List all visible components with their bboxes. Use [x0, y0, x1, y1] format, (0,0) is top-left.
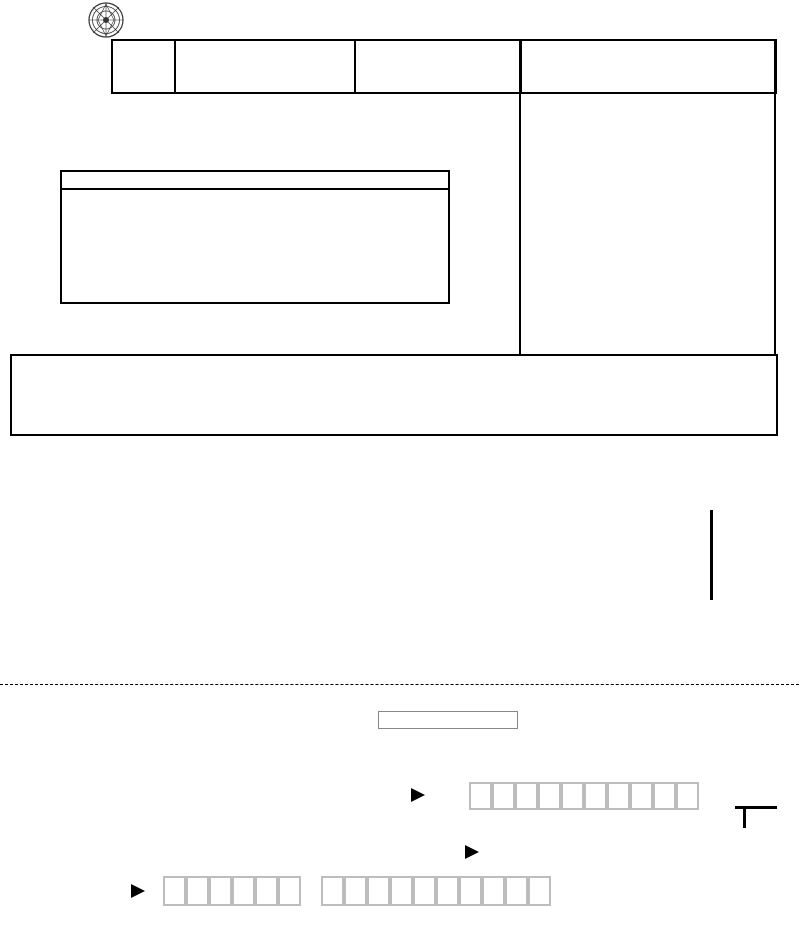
digit-cell[interactable] — [538, 782, 561, 810]
arrow-icon — [411, 788, 425, 802]
digit-cell[interactable] — [515, 782, 538, 810]
digit-cell[interactable] — [459, 876, 482, 906]
address-block-body[interactable] — [62, 190, 448, 302]
digit-cell[interactable] — [163, 876, 186, 906]
digit-cell[interactable] — [505, 876, 528, 906]
address-block — [60, 170, 450, 304]
header-cell-2[interactable] — [176, 41, 356, 92]
vertical-divider — [710, 510, 713, 600]
digit-cell[interactable] — [232, 876, 255, 906]
address-block-header — [62, 172, 448, 190]
digit-cell[interactable] — [630, 782, 653, 810]
digit-cell[interactable] — [676, 782, 699, 810]
digit-cell[interactable] — [482, 876, 505, 906]
digit-cell[interactable] — [186, 876, 209, 906]
digit-cell[interactable] — [413, 876, 436, 906]
digit-cell[interactable] — [321, 876, 344, 906]
stamp-area — [519, 39, 776, 356]
digit-cell[interactable] — [492, 782, 515, 810]
digit-cell[interactable] — [653, 782, 676, 810]
header-cell-1[interactable] — [113, 41, 176, 92]
digit-entry-row[interactable] — [163, 876, 301, 906]
digit-cell[interactable] — [209, 876, 232, 906]
digit-entry-row[interactable] — [321, 876, 551, 906]
wide-field-row[interactable] — [10, 354, 778, 436]
small-label-box — [378, 711, 518, 729]
digit-cell[interactable] — [561, 782, 584, 810]
digit-cell[interactable] — [344, 876, 367, 906]
seal-emblem — [88, 2, 124, 38]
tear-line — [0, 684, 799, 685]
digit-cell[interactable] — [469, 782, 492, 810]
header-cell-3[interactable] — [356, 41, 522, 92]
arrow-icon — [465, 845, 479, 859]
digit-cell[interactable] — [436, 876, 459, 906]
digit-entry-row[interactable] — [469, 782, 699, 810]
digit-cell[interactable] — [528, 876, 551, 906]
digit-cell[interactable] — [367, 876, 390, 906]
digit-cell[interactable] — [607, 782, 630, 810]
digit-cell[interactable] — [390, 876, 413, 906]
arrow-icon — [131, 884, 145, 898]
digit-cell[interactable] — [255, 876, 278, 906]
digit-cell[interactable] — [278, 876, 301, 906]
digit-cell[interactable] — [584, 782, 607, 810]
